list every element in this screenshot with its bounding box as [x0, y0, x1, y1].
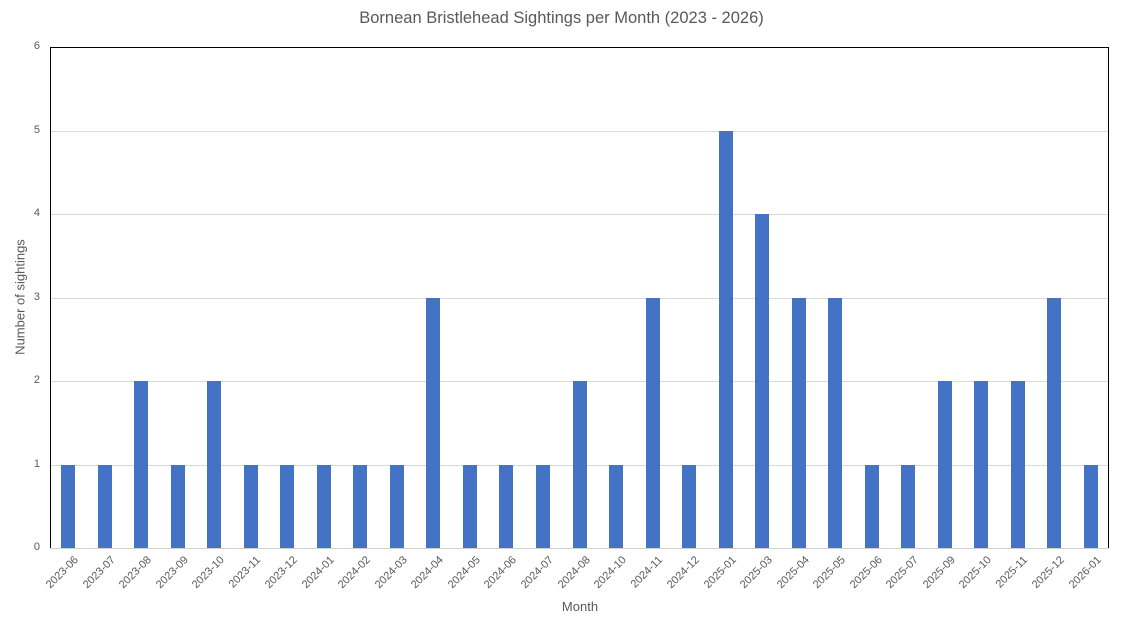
x-axis-label: Month [561, 599, 599, 614]
x-tick-label: 2023-07 [80, 554, 118, 592]
bar [134, 381, 149, 548]
bar [1047, 297, 1062, 548]
x-tick-label: 2025-07 [883, 554, 922, 592]
bar [280, 464, 295, 548]
y-tick-label: 2 [33, 374, 40, 386]
x-tick-label: 2024-03 [372, 554, 410, 592]
x-tick-label: 2024-02 [336, 554, 374, 592]
y-tick-label: 6 [33, 40, 40, 52]
x-tick-label: 2023-11 [226, 554, 263, 591]
bar [828, 297, 843, 548]
x-tick-label: 2023-06 [44, 554, 82, 592]
gridline [51, 130, 1108, 132]
x-tick-label: 2025-06 [847, 554, 885, 592]
bar [864, 464, 879, 548]
x-tick-label: 2024-06 [482, 554, 520, 592]
bar [755, 214, 770, 548]
x-tick-label: 2023-09 [153, 554, 191, 592]
bar [718, 130, 733, 548]
bar [462, 464, 477, 548]
x-tick-label: 2023-10 [190, 554, 228, 592]
y-tick-label: 5 [33, 123, 40, 136]
plot-area [50, 47, 1109, 548]
bar [974, 381, 989, 548]
bar [207, 381, 222, 548]
x-tick-label: 2026-01 [1066, 554, 1104, 592]
x-tick-label: 2023-12 [263, 554, 301, 592]
x-tick-label: 2024-10 [591, 554, 629, 592]
x-tick-label: 2025-03 [737, 554, 775, 592]
bar [791, 297, 806, 548]
bar [572, 381, 587, 548]
bar [61, 464, 76, 548]
x-tick-label: 2024-04 [409, 554, 447, 592]
x-tick-label: 2023-08 [117, 554, 155, 592]
x-tick-label: 2024-07 [518, 554, 556, 592]
y-tick-label: 4 [33, 207, 40, 219]
x-tick-label: 2025-01 [701, 554, 739, 592]
y-axis-label: Number of sightings [12, 239, 28, 355]
chart-title: Bornean Bristlehead Sightings per Month … [359, 9, 764, 27]
x-tick-label: 2025-12 [1030, 554, 1068, 592]
y-tick-label: 3 [33, 290, 40, 303]
bar [499, 464, 514, 548]
bar [937, 381, 952, 548]
x-tick-label: 2024-12 [664, 554, 702, 592]
x-tick-label: 2024-11 [628, 554, 665, 591]
x-axis-line [50, 548, 1109, 549]
bar [97, 464, 112, 548]
x-tick-label: 2025-05 [810, 554, 848, 592]
x-tick-label: 2025-04 [774, 554, 812, 592]
bar [682, 464, 697, 548]
gridline [51, 214, 1108, 215]
x-tick-label: 2025-09 [920, 554, 958, 592]
bar [645, 297, 660, 548]
bar [426, 297, 441, 548]
y-tick-label: 1 [33, 457, 40, 470]
bar [609, 464, 624, 548]
y-tick-label: 0 [33, 541, 40, 553]
bar [389, 464, 404, 548]
bar [1083, 464, 1098, 548]
bar [901, 464, 916, 548]
x-tick-label: 2024-01 [299, 554, 337, 592]
bar [243, 464, 258, 548]
bar [353, 464, 368, 548]
bar [535, 464, 550, 548]
x-tick-label: 2025-10 [957, 554, 995, 592]
bar [316, 464, 331, 548]
x-tick-label: 2024-05 [445, 554, 483, 592]
x-tick-label: 2025-11 [993, 554, 1030, 591]
bar [170, 464, 185, 548]
gridline [51, 297, 1108, 299]
x-tick-label: 2024-08 [555, 554, 593, 592]
bar [1010, 381, 1025, 548]
